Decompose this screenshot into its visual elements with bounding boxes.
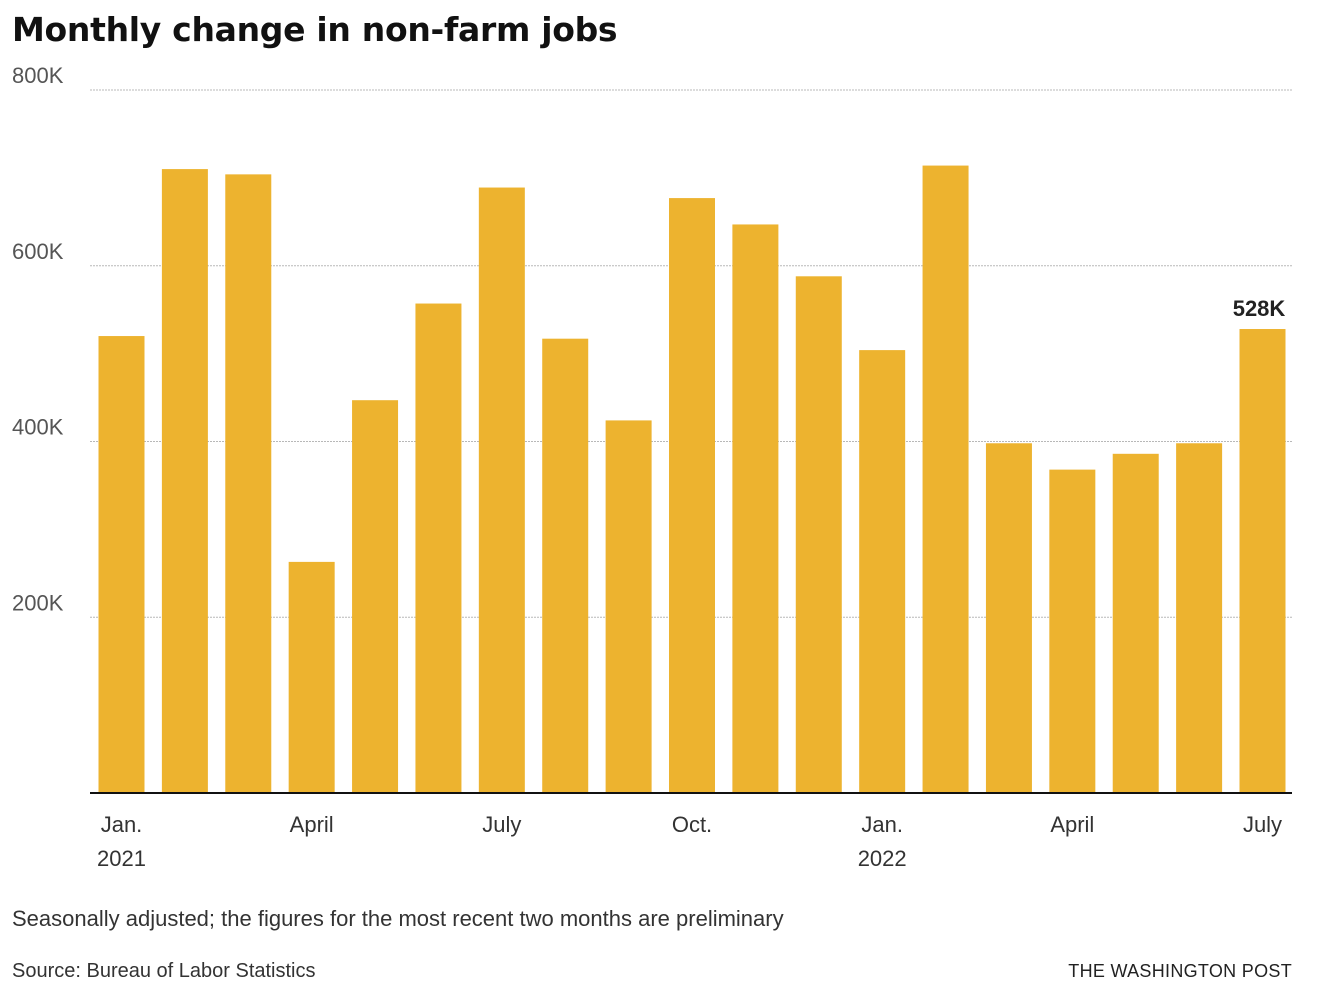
labels: 200K 400K 600K 800K Jan. 2021 April July Oct. Jan…: [12, 63, 1285, 871]
y-tick-label: 200K: [12, 590, 64, 615]
y-tick-label: 600K: [12, 239, 64, 264]
y-tick-label: 400K: [12, 415, 64, 440]
source-credit: Source: Bureau of Labor Statistics: [12, 960, 316, 982]
x-tick-label: Jan.: [101, 812, 143, 837]
bar-2: [225, 174, 272, 794]
y-tick-label: 800K: [12, 63, 64, 88]
chart-title: Monthly change in non-farm jobs: [12, 10, 618, 49]
bar-6: [478, 187, 525, 793]
bar-5: [415, 303, 462, 793]
bar-16: [1112, 453, 1159, 793]
bar-14: [985, 443, 1032, 793]
x-tick-label: April: [290, 812, 334, 837]
data-label: 528K: [1233, 296, 1286, 321]
bar-13: [922, 165, 969, 793]
publisher-credit: THE WASHINGTON POST: [1068, 961, 1292, 981]
bar-18: [1239, 329, 1286, 793]
x-tick-label: Jan.: [861, 812, 903, 837]
x-tick-label: 2022: [858, 846, 907, 871]
bar-4: [352, 400, 399, 793]
bar-7: [542, 338, 589, 793]
bar-3: [288, 561, 335, 793]
x-tick-label: Oct.: [672, 812, 712, 837]
x-tick-label: April: [1050, 812, 1094, 837]
x-tick-label: July: [482, 812, 521, 837]
bar-17: [1176, 443, 1223, 793]
bar-12: [859, 350, 906, 793]
bar-15: [1049, 469, 1096, 793]
bar-9: [669, 198, 715, 793]
bar-0: [98, 336, 145, 793]
bar-1: [161, 169, 208, 793]
x-tick-label: July: [1243, 812, 1282, 837]
bar-10: [732, 224, 779, 794]
bar-11: [795, 276, 842, 793]
x-tick-label: 2021: [97, 846, 146, 871]
bar-8: [605, 420, 652, 793]
chart-note: Seasonally adjusted; the figures for the…: [12, 906, 784, 931]
bars: [98, 165, 1286, 794]
